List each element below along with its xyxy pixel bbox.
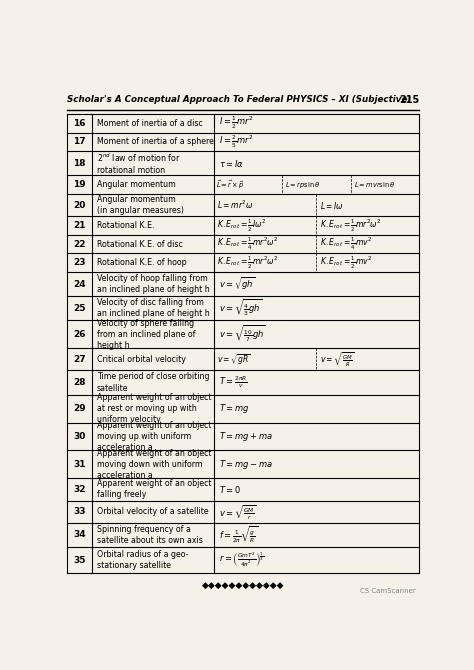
Text: Orbital radius of a geo-
stationary satellite: Orbital radius of a geo- stationary sate… xyxy=(97,550,188,570)
Text: ◆◆◆◆◆◆◆◆◆◆◆◆: ◆◆◆◆◆◆◆◆◆◆◆◆ xyxy=(201,580,284,590)
Text: 18: 18 xyxy=(73,159,86,168)
Text: $T = \frac{2\pi R}{v}$: $T = \frac{2\pi R}{v}$ xyxy=(219,375,248,390)
Text: 23: 23 xyxy=(73,258,86,267)
Text: Apparent weight of an object
falling freely: Apparent weight of an object falling fre… xyxy=(97,479,211,499)
Text: Velocity of sphere falling
from an inclined plane of
height h: Velocity of sphere falling from an incli… xyxy=(97,319,195,350)
Text: 215: 215 xyxy=(399,95,419,105)
Text: Rotational K.E. of hoop: Rotational K.E. of hoop xyxy=(97,258,186,267)
Text: $I=\frac{1}{2}mr^2$: $I=\frac{1}{2}mr^2$ xyxy=(219,115,254,131)
Text: $L = mvr\sin\theta$: $L = mvr\sin\theta$ xyxy=(354,180,395,189)
Text: $K.E_{rot} = \frac{1}{4}mv^2$: $K.E_{rot} = \frac{1}{4}mv^2$ xyxy=(320,236,373,252)
Text: $\tau = I\alpha$: $\tau = I\alpha$ xyxy=(219,157,244,169)
Text: $K.E_{rot} = \frac{1}{2}mr^2\omega^2$: $K.E_{rot} = \frac{1}{2}mr^2\omega^2$ xyxy=(320,217,382,234)
Text: Rotational K.E.: Rotational K.E. xyxy=(97,221,154,230)
Text: Velocity of disc falling from
an inclined plane of height h: Velocity of disc falling from an incline… xyxy=(97,298,210,318)
Text: 20: 20 xyxy=(73,200,86,210)
Text: $K.E_{rot} = \frac{1}{4}mr^2\omega^2$: $K.E_{rot} = \frac{1}{4}mr^2\omega^2$ xyxy=(217,236,279,252)
Text: $v = \sqrt{\frac{GM}{R}}$: $v = \sqrt{\frac{GM}{R}}$ xyxy=(320,350,355,368)
Text: Angular momentum
(in angular measures): Angular momentum (in angular measures) xyxy=(97,195,183,215)
Text: $v = \sqrt{\frac{4}{3}gh}$: $v = \sqrt{\frac{4}{3}gh}$ xyxy=(219,297,262,319)
Text: Critical orbital velocity: Critical orbital velocity xyxy=(97,355,186,364)
Text: $T = mg - ma$: $T = mg - ma$ xyxy=(219,458,273,471)
Text: $K.E_{rot} = \frac{1}{2}mr^2\omega^2$: $K.E_{rot} = \frac{1}{2}mr^2\omega^2$ xyxy=(217,255,279,271)
Text: $T = mg$: $T = mg$ xyxy=(219,402,250,415)
Text: 30: 30 xyxy=(73,432,86,441)
Text: 26: 26 xyxy=(73,330,86,339)
Text: 19: 19 xyxy=(73,180,86,189)
Text: 24: 24 xyxy=(73,279,86,289)
Text: $2^{nd}$ law of motion for
rotational motion: $2^{nd}$ law of motion for rotational mo… xyxy=(97,151,181,175)
Text: $v = \sqrt{\frac{10}{7}gh}$: $v = \sqrt{\frac{10}{7}gh}$ xyxy=(219,324,266,345)
Text: $\vec{L} = \vec{r}\times\vec{p}$: $\vec{L} = \vec{r}\times\vec{p}$ xyxy=(217,178,245,191)
Text: $v = \sqrt{\frac{GM}{r}}$: $v = \sqrt{\frac{GM}{r}}$ xyxy=(219,502,257,521)
Text: $L = rp\sin\theta$: $L = rp\sin\theta$ xyxy=(285,180,320,190)
Text: $r = \left(\frac{GmT^2}{4\pi^2}\right)^{\frac{1}{3}}$: $r = \left(\frac{GmT^2}{4\pi^2}\right)^{… xyxy=(219,551,264,570)
Text: 33: 33 xyxy=(73,507,86,517)
Text: Apparent weight of an object
moving up with uniform
acceleration a: Apparent weight of an object moving up w… xyxy=(97,421,211,452)
Text: CS CamScanner: CS CamScanner xyxy=(360,588,416,594)
Text: 31: 31 xyxy=(73,460,86,469)
Text: Spinning frequency of a
satellite about its own axis: Spinning frequency of a satellite about … xyxy=(97,525,202,545)
Text: Moment of inertia of a sphere: Moment of inertia of a sphere xyxy=(97,137,214,146)
Text: Moment of inertia of a disc: Moment of inertia of a disc xyxy=(97,119,202,128)
Text: $v = \sqrt{gR}$: $v = \sqrt{gR}$ xyxy=(217,352,251,366)
Text: $f = \frac{1}{2\pi}\sqrt{\frac{g}{R}}$: $f = \frac{1}{2\pi}\sqrt{\frac{g}{R}}$ xyxy=(219,525,258,545)
Text: $K.E_{rot} = \frac{1}{2}mv^2$: $K.E_{rot} = \frac{1}{2}mv^2$ xyxy=(320,255,373,271)
Text: Angular momentum: Angular momentum xyxy=(97,180,175,189)
Text: 22: 22 xyxy=(73,240,86,249)
Text: 21: 21 xyxy=(73,221,86,230)
Text: $v = \sqrt{gh}$: $v = \sqrt{gh}$ xyxy=(219,276,255,292)
Text: Apparent weight of an object
at rest or moving up with
uniform velocity: Apparent weight of an object at rest or … xyxy=(97,393,211,424)
Text: $K.E_{rot} = \frac{1}{2}I\omega^2$: $K.E_{rot} = \frac{1}{2}I\omega^2$ xyxy=(217,217,266,234)
Text: Rotational K.E. of disc: Rotational K.E. of disc xyxy=(97,240,182,249)
Text: 34: 34 xyxy=(73,531,86,539)
Text: 25: 25 xyxy=(73,304,86,313)
Text: Apparent weight of an object
moving down with uniform
acceleration a: Apparent weight of an object moving down… xyxy=(97,449,211,480)
Text: $I=\frac{2}{5}mr^2$: $I=\frac{2}{5}mr^2$ xyxy=(219,133,254,150)
Text: $T = mg + ma$: $T = mg + ma$ xyxy=(219,430,273,443)
Text: 27: 27 xyxy=(73,355,86,364)
Text: 16: 16 xyxy=(73,119,86,128)
Text: 17: 17 xyxy=(73,137,86,146)
Text: $T = 0$: $T = 0$ xyxy=(219,484,241,495)
Text: 35: 35 xyxy=(73,555,86,565)
Text: Time period of close orbiting
satellite: Time period of close orbiting satellite xyxy=(97,373,209,393)
Text: 28: 28 xyxy=(73,378,86,387)
Text: 29: 29 xyxy=(73,404,86,413)
Text: Scholar's A Conceptual Approach To Federal PHYSICS – XI (Subjective): Scholar's A Conceptual Approach To Feder… xyxy=(66,95,411,104)
Text: $L = I\omega$: $L = I\omega$ xyxy=(320,200,344,210)
Text: 32: 32 xyxy=(73,485,86,494)
Text: Orbital velocity of a satellite: Orbital velocity of a satellite xyxy=(97,507,209,517)
Text: Velocity of hoop falling from
an inclined plane of height h: Velocity of hoop falling from an incline… xyxy=(97,274,210,294)
Text: $L = mr^2\omega$: $L = mr^2\omega$ xyxy=(217,199,254,211)
